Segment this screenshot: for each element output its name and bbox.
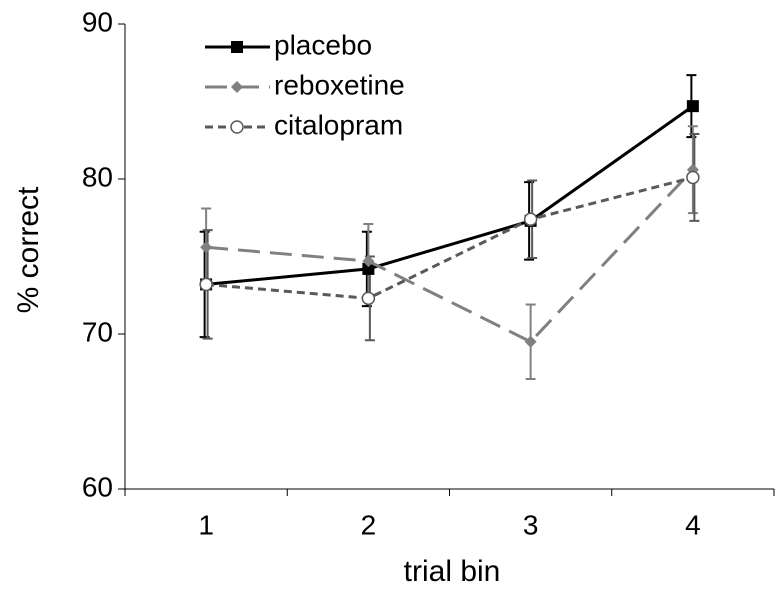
- data-point: [686, 100, 699, 113]
- x-tick-label: 4: [685, 509, 701, 540]
- legend-marker: [231, 41, 243, 53]
- data-point: [362, 262, 375, 275]
- x-axis-title: trial bin: [404, 555, 501, 588]
- data-point: [686, 170, 700, 185]
- legend-label: placebo: [274, 29, 372, 60]
- data-point: [200, 241, 213, 254]
- y-axis-title: % correct: [12, 186, 45, 313]
- legend-label: reboxetine: [274, 69, 405, 100]
- y-tick-label: 90: [82, 6, 113, 37]
- data-point: [361, 291, 376, 306]
- series-line: [205, 168, 694, 344]
- legend-label: citalopram: [274, 109, 403, 140]
- data-point: [524, 335, 537, 348]
- data-point: [199, 277, 213, 292]
- y-tick-label: 80: [82, 161, 113, 192]
- x-tick-label: 2: [361, 509, 377, 540]
- series-line: [205, 104, 694, 286]
- legend-marker: [230, 120, 244, 134]
- legend-marker: [231, 81, 243, 93]
- data-point: [362, 255, 375, 268]
- data-point: [523, 212, 538, 227]
- y-tick-label: 60: [82, 471, 113, 502]
- series-line: [205, 175, 694, 300]
- y-tick-label: 70: [82, 316, 113, 347]
- x-tick-label: 3: [523, 509, 539, 540]
- x-tick-label: 1: [198, 509, 214, 540]
